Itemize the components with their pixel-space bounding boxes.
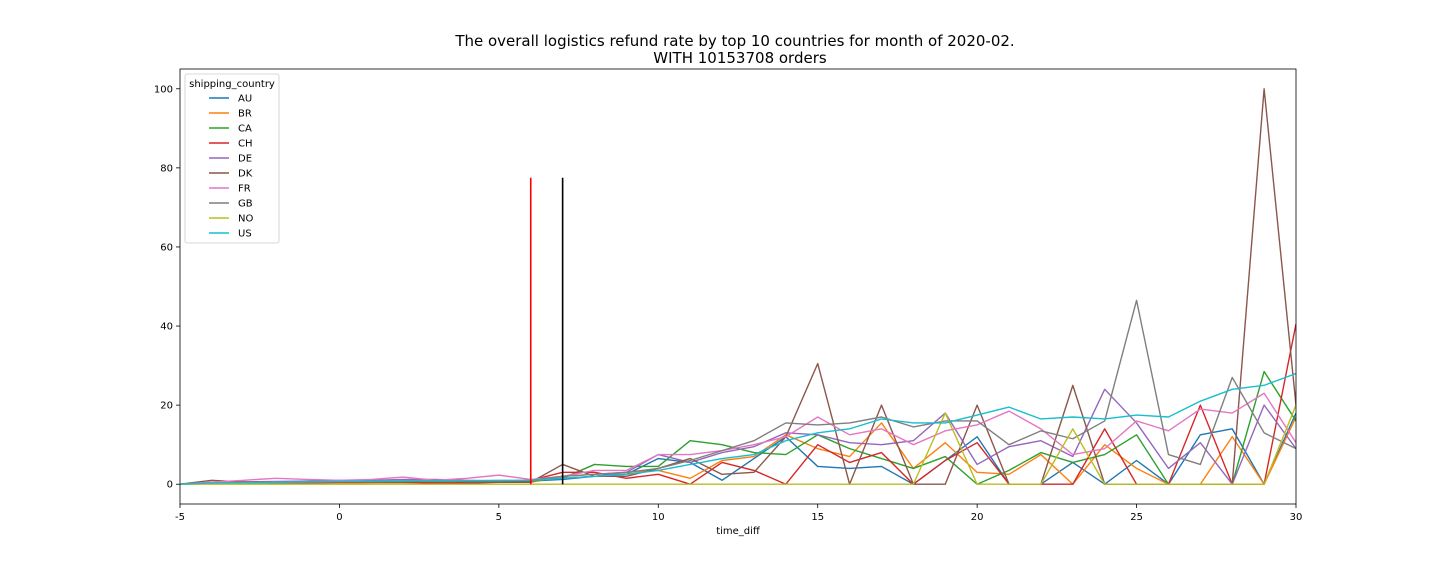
- x-tick-label: 10: [652, 512, 665, 523]
- y-tick-label: 100: [154, 84, 173, 95]
- x-axis-label: time_diff: [716, 526, 761, 537]
- legend-label-ch: CH: [238, 139, 253, 150]
- legend-label-ca: CA: [238, 124, 252, 135]
- y-axis: 0 20 40 60 80 100: [154, 84, 180, 491]
- series-line-dk: [180, 88, 1296, 485]
- y-tick-label: 80: [160, 163, 173, 174]
- legend-label-dk: DK: [238, 169, 253, 180]
- x-tick-label: 5: [496, 512, 502, 523]
- legend-title: shipping_country: [189, 79, 275, 90]
- plot-area: [180, 88, 1296, 485]
- x-tick-label: 20: [971, 512, 984, 523]
- legend-label-gb: GB: [238, 199, 253, 210]
- chart-title-line2: WITH 10153708 orders: [653, 49, 827, 67]
- series-line-us: [180, 372, 1296, 485]
- legend-label-us: US: [238, 229, 252, 240]
- legend-box: [184, 73, 280, 244]
- y-tick-label: 20: [160, 401, 173, 412]
- x-tick-label: 30: [1290, 512, 1303, 523]
- y-tick-label: 60: [160, 242, 173, 253]
- x-axis: -5 0 5 10 15 20 25 30: [175, 504, 1302, 523]
- plot-frame: [179, 68, 1297, 505]
- legend-label-no: NO: [238, 214, 253, 225]
- chart-title-line1: The overall logistics refund rate by top…: [454, 32, 1014, 50]
- x-tick-label: 25: [1130, 512, 1143, 523]
- legend-label-br: BR: [238, 109, 252, 120]
- series-line-gb: [180, 299, 1296, 485]
- series-line-de: [180, 388, 1296, 485]
- legend-label-fr: FR: [238, 184, 251, 195]
- x-tick-label: 15: [811, 512, 824, 523]
- legend: shipping_country AU BR CA CH DE DK FR GB NO US: [184, 73, 280, 244]
- y-tick-label: 0: [167, 480, 173, 491]
- legend-label-au: AU: [238, 94, 252, 105]
- series-line-fr: [180, 392, 1296, 485]
- x-tick-label: -5: [175, 512, 185, 523]
- series-line-ch: [180, 323, 1296, 485]
- legend-label-de: DE: [238, 154, 252, 165]
- y-tick-label: 40: [160, 322, 173, 333]
- series-line-no: [180, 404, 1296, 485]
- chart-title: The overall logistics refund rate by top…: [454, 32, 1014, 67]
- x-tick-label: 0: [336, 512, 342, 523]
